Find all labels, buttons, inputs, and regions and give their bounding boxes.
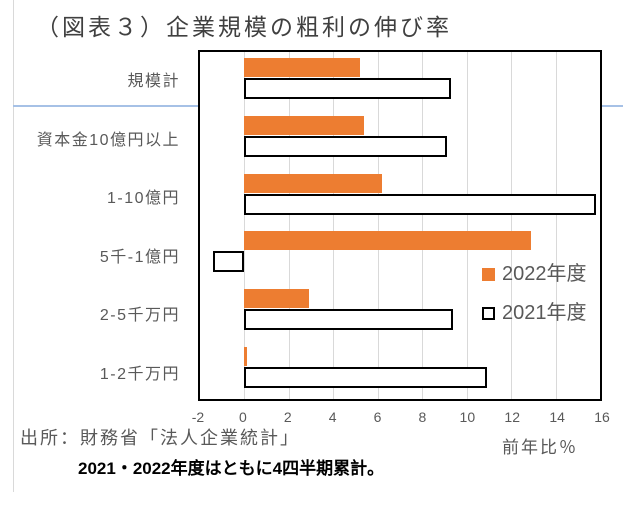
legend-swatch <box>482 307 495 320</box>
bar-row <box>200 225 600 283</box>
gridline <box>511 52 513 399</box>
category-label: 1-10億円 <box>106 190 180 208</box>
source-text: 出所：財務省「法人企業統計」 <box>20 428 300 448</box>
bar-2021年度-1-2千万円 <box>244 367 487 389</box>
category-axis-labels: 規模計資本金10億円以上 1-10億円 5千-1億円 2-5千万円 1-2千万円 <box>0 50 180 401</box>
bar-2022年度-2-5千万円 <box>244 289 309 309</box>
gridline <box>244 52 246 399</box>
plot-area <box>198 50 602 401</box>
bar-row <box>200 283 600 341</box>
category-label: 資本金10億円以上 <box>36 131 180 149</box>
x-tick-label: -2 <box>191 409 205 425</box>
x-tick-label: 6 <box>373 409 382 425</box>
bar-row <box>200 52 600 110</box>
bar-2021年度-資本金10億円以上 <box>244 135 447 157</box>
bar-2021年度-規模計 <box>244 78 452 99</box>
x-axis-tick-labels: -2 0 2 4 6 8 10 12 14 16 <box>192 409 610 425</box>
category-label: 1-2千万円 <box>99 365 180 383</box>
bar-2022年度-規模計 <box>244 58 360 77</box>
chart-legend: 2022年度 2021年度 <box>482 261 587 327</box>
bar-2022年度-資本金10億円以上 <box>244 115 365 135</box>
bar-row <box>200 110 600 168</box>
x-tick-label: 8 <box>418 409 427 425</box>
page-edge-line <box>13 0 14 492</box>
gridline <box>377 52 379 399</box>
bar-2022年度-1-10億円 <box>244 173 383 193</box>
x-axis-label: 前年比％ <box>502 438 578 457</box>
x-tick-label: 4 <box>328 409 337 425</box>
bar-2022年度-5千-1億円 <box>244 231 532 251</box>
bar-row <box>200 341 600 399</box>
legend-label: 2021年度 <box>502 302 587 324</box>
legend-swatch <box>482 268 495 281</box>
x-tick-label: 10 <box>459 409 476 425</box>
x-tick-label: 12 <box>504 409 521 425</box>
bar-2021年度-2-5千万円 <box>244 309 454 331</box>
x-tick-label: 2 <box>283 409 292 425</box>
category-label: 規模計 <box>127 73 180 91</box>
gridline <box>422 52 424 399</box>
gridline <box>555 52 557 399</box>
legend-item: 2022年度 <box>482 261 587 288</box>
bar-row <box>200 168 600 226</box>
chart-title: （図表３）企業規模の粗利の伸び率 <box>36 14 452 40</box>
bar-2021年度-5千-1億円 <box>213 251 245 273</box>
gridline <box>288 52 290 399</box>
gridline <box>333 52 335 399</box>
legend-label: 2022年度 <box>502 263 587 285</box>
bar-2021年度-1-10億円 <box>244 193 596 215</box>
x-tick-label: 0 <box>238 409 247 425</box>
category-label: 2-5千万円 <box>99 307 180 325</box>
bar-2022年度-1-2千万円 <box>244 347 247 367</box>
x-tick-label: 16 <box>594 409 610 425</box>
gridline <box>466 52 468 399</box>
x-tick-label: 14 <box>549 409 565 425</box>
note-text: 2021・2022年度はともに4四半期累計。 <box>78 459 385 478</box>
legend-item: 2021年度 <box>482 300 587 327</box>
category-label: 5千-1億円 <box>99 248 180 266</box>
